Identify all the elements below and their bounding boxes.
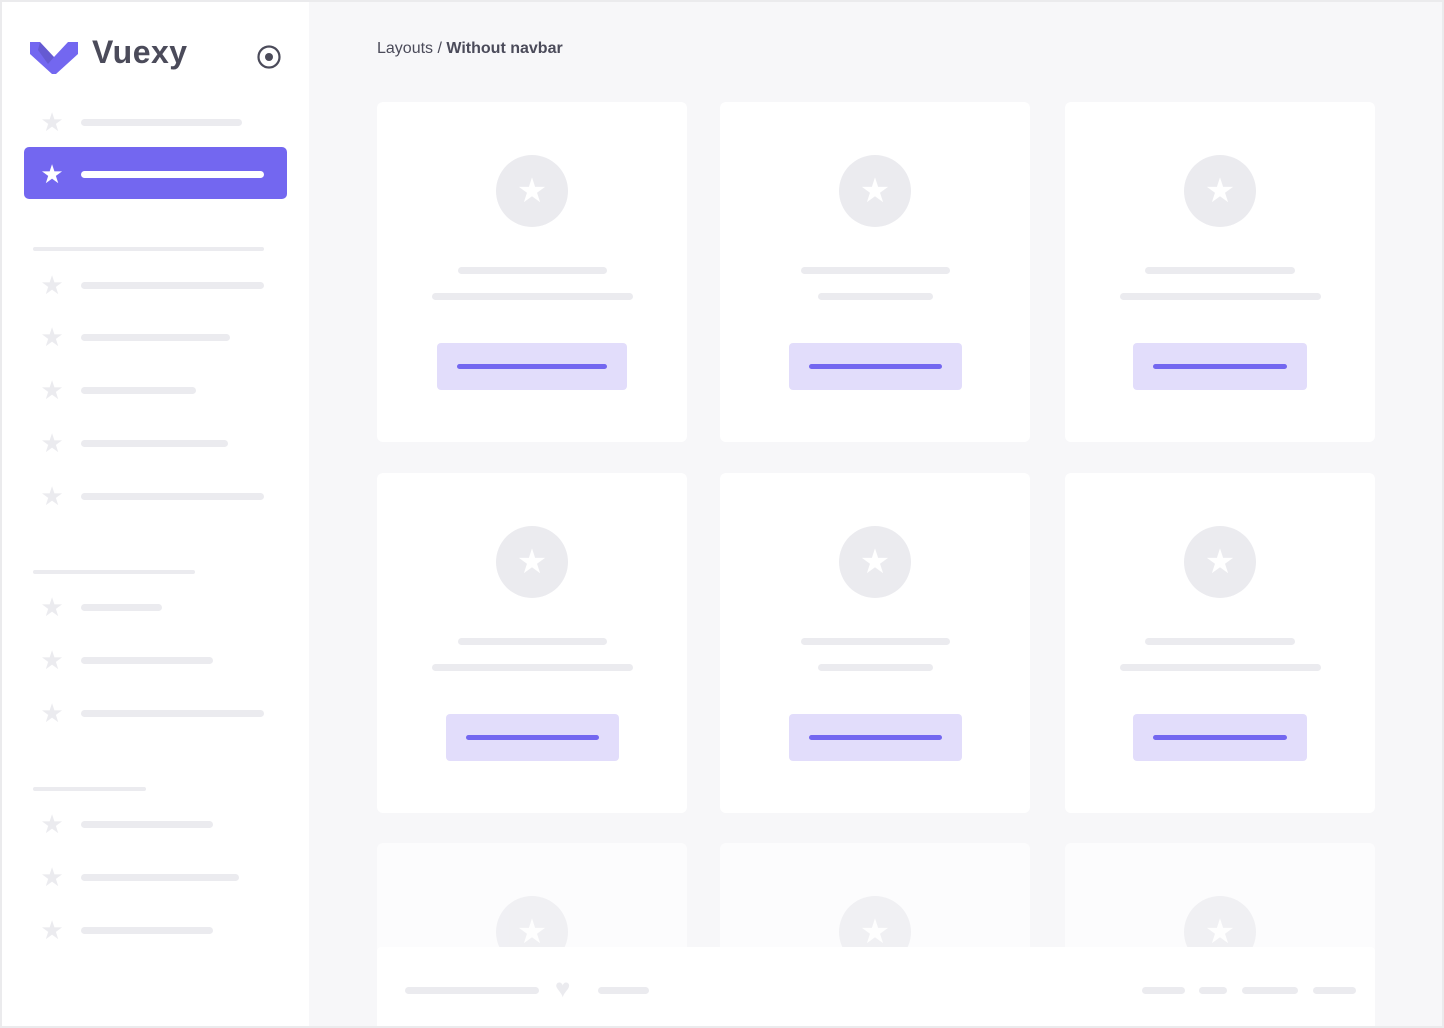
sidebar-item-label-placeholder xyxy=(81,493,264,500)
breadcrumb: Layouts / Without navbar xyxy=(377,40,563,58)
section-divider xyxy=(33,787,146,791)
card: ★ xyxy=(377,102,687,442)
card-text-placeholder xyxy=(801,267,950,274)
brand-name: Vuexy xyxy=(92,34,188,70)
star-icon: ★ xyxy=(1184,155,1256,227)
card-text-placeholder xyxy=(818,664,933,671)
star-icon: ★ xyxy=(839,155,911,227)
star-icon: ★ xyxy=(40,107,64,137)
card: ★ xyxy=(1065,102,1375,442)
star-icon: ★ xyxy=(496,155,568,227)
card-button[interactable] xyxy=(437,343,627,390)
card-text-placeholder xyxy=(1120,664,1321,671)
sidebar-item-label-placeholder xyxy=(81,657,213,664)
sidebar-item-label-placeholder xyxy=(81,440,228,447)
card-button[interactable] xyxy=(789,343,962,390)
button-label-placeholder xyxy=(466,735,599,740)
section-divider xyxy=(33,570,195,574)
star-icon: ★ xyxy=(40,428,64,458)
sidebar: Vuexy ★ ★ ★ ★ ★ ★ ★ ★ ★ ★ ★ ★ ★ xyxy=(2,2,309,1026)
card: ★ xyxy=(377,473,687,813)
breadcrumb-separator: / xyxy=(433,40,447,57)
footer-link-placeholder[interactable] xyxy=(1313,987,1356,994)
button-label-placeholder xyxy=(809,735,942,740)
sidebar-item-label-placeholder xyxy=(81,927,213,934)
card-text-placeholder xyxy=(458,638,607,645)
card-text-placeholder xyxy=(818,293,933,300)
card: ★ xyxy=(720,473,1030,813)
star-icon: ★ xyxy=(40,645,64,675)
star-icon: ★ xyxy=(40,698,64,728)
card-button[interactable] xyxy=(1133,343,1307,390)
card-text-placeholder xyxy=(1145,267,1295,274)
footer-link-placeholder[interactable] xyxy=(1142,987,1185,994)
card-text-placeholder xyxy=(1145,638,1295,645)
button-label-placeholder xyxy=(1153,364,1287,369)
star-icon: ★ xyxy=(40,159,64,189)
sidebar-item-label-placeholder xyxy=(81,604,162,611)
sidebar-item-label-placeholder xyxy=(81,710,264,717)
sidebar-item-label-placeholder xyxy=(81,334,230,341)
star-icon: ★ xyxy=(40,915,64,945)
star-icon: ★ xyxy=(40,592,64,622)
star-icon: ★ xyxy=(839,526,911,598)
card-text-placeholder xyxy=(458,267,607,274)
star-icon: ★ xyxy=(40,809,64,839)
card-text-placeholder xyxy=(432,293,633,300)
footer-link-placeholder xyxy=(405,987,539,994)
star-icon: ★ xyxy=(40,481,64,511)
card: ★ xyxy=(1065,473,1375,813)
card-button[interactable] xyxy=(446,714,619,761)
card: ★ xyxy=(720,102,1030,442)
card-text-placeholder xyxy=(801,638,950,645)
sidebar-item-label-placeholder xyxy=(81,821,213,828)
radio-circle-icon[interactable] xyxy=(256,44,282,70)
star-icon: ★ xyxy=(40,862,64,892)
star-icon: ★ xyxy=(40,375,64,405)
vuexy-logo-icon xyxy=(30,42,78,74)
star-icon: ★ xyxy=(40,322,64,352)
sidebar-item-label-placeholder xyxy=(81,387,196,394)
heart-icon: ♥ xyxy=(555,973,571,1003)
sidebar-item-label-placeholder xyxy=(81,171,264,178)
star-icon: ★ xyxy=(40,270,64,300)
star-icon: ★ xyxy=(496,526,568,598)
sidebar-item-label-placeholder xyxy=(81,282,264,289)
card-button[interactable] xyxy=(1133,714,1307,761)
sidebar-item-label-placeholder xyxy=(81,119,242,126)
breadcrumb-current: Without navbar xyxy=(446,40,563,57)
card-text-placeholder xyxy=(432,664,633,671)
card-button[interactable] xyxy=(789,714,962,761)
section-divider xyxy=(33,247,264,251)
footer: ♥ xyxy=(377,947,1375,1026)
footer-link-placeholder[interactable] xyxy=(1199,987,1227,994)
card-text-placeholder xyxy=(1120,293,1321,300)
star-icon: ★ xyxy=(1184,526,1256,598)
sidebar-item-label-placeholder xyxy=(81,874,239,881)
button-label-placeholder xyxy=(809,364,942,369)
button-label-placeholder xyxy=(1153,735,1287,740)
button-label-placeholder xyxy=(457,364,607,369)
footer-link-placeholder xyxy=(598,987,649,994)
breadcrumb-parent[interactable]: Layouts xyxy=(377,40,434,57)
footer-link-placeholder[interactable] xyxy=(1242,987,1298,994)
